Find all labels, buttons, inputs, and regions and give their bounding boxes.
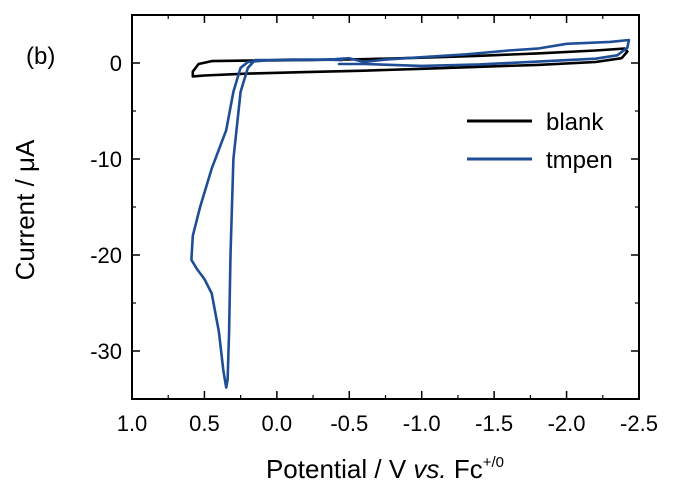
x-tick-label: 1.0 (117, 411, 148, 436)
x-tick-label: 0.0 (262, 411, 293, 436)
y-axis: 0 -10 -20 -30 (90, 14, 639, 364)
y-tick-label: -10 (90, 147, 122, 172)
x-axis-title: Potential / V vs. Fc+/0 (266, 454, 504, 484)
x-tick-label: -1.0 (403, 411, 441, 436)
legend-label-blank: blank (546, 109, 604, 136)
x-axis-title-unit: Fc (447, 454, 483, 484)
x-axis-title-prefix: Potential / V (266, 454, 413, 484)
x-tick-label: -0.5 (330, 411, 368, 436)
x-axis: 1.0 0.5 0.0 -0.5 -1.0 -1.5 -2.0 -2.5 (117, 15, 658, 436)
y-tick-label: -20 (90, 243, 122, 268)
x-tick-label: -1.5 (475, 411, 513, 436)
legend-label-tmpen: tmpen (546, 147, 613, 174)
legend: blank tmpen (467, 109, 613, 174)
x-axis-title-superscript: +/0 (483, 454, 504, 471)
x-tick-label: -2.5 (620, 411, 658, 436)
x-axis-title-vs: vs. (413, 454, 446, 484)
panel-label: (b) (26, 43, 55, 70)
y-axis-title-prefix: Current / (10, 172, 40, 280)
x-tick-label: -2.0 (548, 411, 586, 436)
series-line-blank (191, 47, 629, 78)
plot-frame (131, 14, 640, 400)
x-tick-label: 0.5 (189, 411, 220, 436)
y-axis-title: Current / μA (10, 139, 40, 280)
y-axis-title-unit: A (10, 139, 40, 157)
y-axis-title-mu: μ (10, 157, 40, 172)
series-layer (190, 38, 631, 389)
series-line-tmpen (190, 38, 631, 389)
y-tick-label: -30 (90, 339, 122, 364)
y-tick-label: 0 (110, 51, 122, 76)
